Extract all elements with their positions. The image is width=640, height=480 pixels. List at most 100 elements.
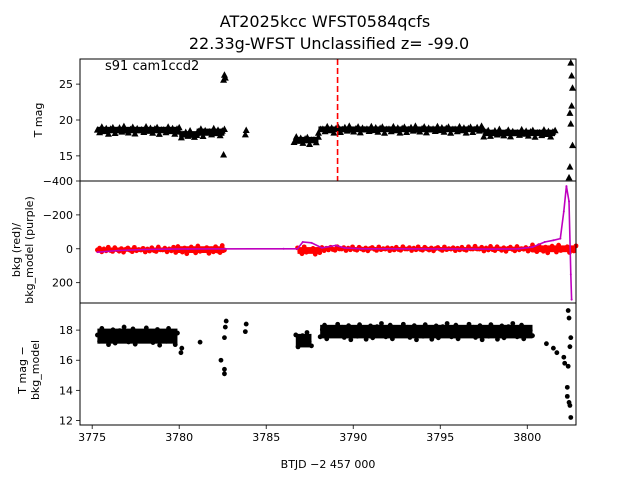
diff-point <box>499 323 505 329</box>
diff-point <box>175 330 180 336</box>
diff-point <box>392 325 397 331</box>
top-mag-point <box>193 131 201 138</box>
diff-point <box>429 336 435 342</box>
diff-point <box>97 338 103 344</box>
top-mag-point <box>314 133 322 140</box>
diff-point <box>396 327 402 333</box>
diff-point <box>157 342 163 348</box>
top-mag-point <box>372 123 380 131</box>
bkg-model-point <box>343 246 346 249</box>
diff-point <box>374 324 380 330</box>
diff-point <box>490 331 496 337</box>
top-mag-point <box>381 129 389 136</box>
diff-point <box>473 335 478 340</box>
diff-point <box>150 340 156 345</box>
bkg-point <box>173 250 179 255</box>
panel-bottom: 12 14 16 18 3775 3780 3785 3790 3795 3800 BTJD −2 … <box>16 308 574 471</box>
middle-ytick-label: 0 <box>66 243 73 256</box>
diff-point <box>568 415 574 420</box>
top-mag-point <box>292 133 300 140</box>
bkg-model-point <box>552 239 555 242</box>
bkg-model-point <box>169 248 172 251</box>
top-mag-point <box>460 124 468 131</box>
top-mag-point <box>567 120 575 127</box>
top-mag-point <box>104 130 112 137</box>
diff-point <box>468 330 474 336</box>
diff-point <box>512 330 518 336</box>
bkg-model-point <box>186 247 189 250</box>
diff-point <box>99 325 105 331</box>
diff-point <box>519 322 524 328</box>
top-ytick-label: 25 <box>59 78 73 91</box>
diff-point <box>300 333 305 339</box>
diff-point <box>146 335 151 341</box>
diff-point <box>218 357 224 363</box>
top-mag-point <box>186 126 194 134</box>
diff-point <box>400 321 406 327</box>
top-mag-point <box>102 124 110 132</box>
top-mag-point <box>495 125 503 133</box>
bkg-point <box>332 247 338 253</box>
top-mag-point <box>420 123 428 130</box>
bkg-point <box>545 250 551 256</box>
top-mag-point <box>153 123 161 131</box>
diff-point <box>304 330 310 335</box>
bkg-model-point <box>117 249 120 252</box>
diff-point <box>121 324 127 330</box>
diff-point <box>361 325 367 331</box>
diff-point <box>179 345 185 351</box>
diff-point <box>484 328 489 334</box>
bkg-point <box>540 248 546 254</box>
top-mag-point <box>312 138 320 146</box>
bkg-model-point <box>282 247 285 250</box>
diff-point <box>370 335 376 341</box>
top-mag-point <box>175 123 183 131</box>
bkg-point <box>97 245 102 251</box>
diff-point <box>418 328 424 334</box>
diff-point <box>508 332 514 338</box>
diff-point <box>126 339 131 345</box>
top-mag-point <box>529 126 537 134</box>
bkg-model-point <box>96 251 99 254</box>
top-mag-point <box>146 124 154 131</box>
diff-point <box>155 327 160 332</box>
diff-point <box>141 338 147 344</box>
diff-point <box>510 321 516 326</box>
panel-frame-top <box>79 58 577 182</box>
top-mag-point <box>565 173 573 181</box>
bottom-ytick-label: 16 <box>59 354 73 367</box>
middle-ytick-label: −400 <box>43 175 73 188</box>
diff-point <box>503 328 509 334</box>
top-mag-point <box>164 123 172 130</box>
diff-segment-band <box>295 333 312 348</box>
diff-point <box>330 327 336 333</box>
diff-point <box>438 328 443 334</box>
top-mag-point <box>354 123 362 130</box>
top-mag-point <box>394 124 402 131</box>
diff-point <box>309 343 314 349</box>
top-mag-point <box>242 126 250 134</box>
bkg-model-point <box>531 246 534 249</box>
diff-point <box>376 332 382 338</box>
top-mag-point <box>303 133 311 141</box>
bkg-point <box>219 243 225 248</box>
diff-point <box>516 327 522 333</box>
top-mag-point <box>518 125 526 133</box>
diff-point <box>379 321 384 326</box>
top-mag-point <box>569 84 577 91</box>
bkg-point <box>549 243 555 249</box>
diff-point <box>302 341 308 347</box>
top-mag-point <box>124 129 132 136</box>
panel-middle: −400 −200 0 200 bkg (red)/bkg_model (purple) <box>10 175 579 304</box>
diff-point <box>403 330 408 336</box>
bkg-model-point <box>570 298 573 301</box>
bkg-model-point <box>568 200 571 203</box>
diff-point <box>425 331 430 337</box>
diff-point <box>337 330 343 336</box>
diff-point <box>514 334 520 340</box>
diff-point <box>530 333 535 339</box>
top-mag-point <box>221 74 229 81</box>
top-mag-point <box>175 128 183 135</box>
x-tick-label: 3800 <box>513 431 541 444</box>
bkg-point <box>301 244 307 250</box>
